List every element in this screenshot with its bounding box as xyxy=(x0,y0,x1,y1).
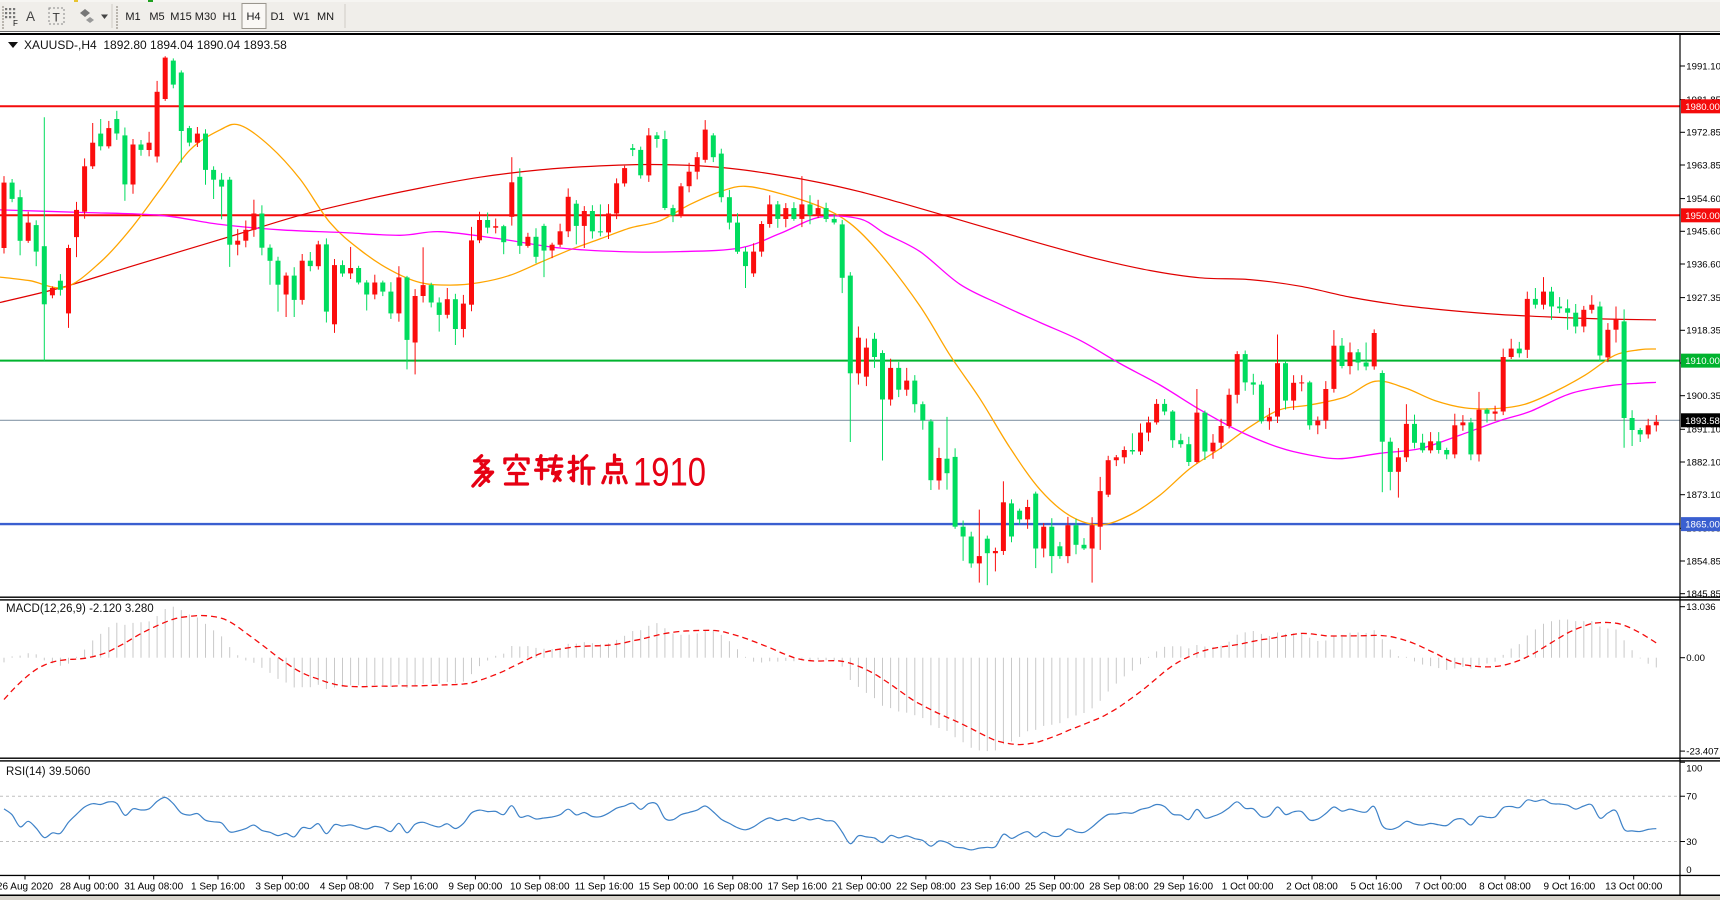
svg-text:1936.60: 1936.60 xyxy=(1686,259,1720,270)
svg-text:1873.10: 1873.10 xyxy=(1686,490,1720,501)
svg-text:1910: 1910 xyxy=(633,451,706,495)
svg-text:1 Oct 00:00: 1 Oct 00:00 xyxy=(1222,882,1274,893)
svg-text:MACD(12,26,9) -2.120 3.280: MACD(12,26,9) -2.120 3.280 xyxy=(6,603,154,615)
svg-text:0: 0 xyxy=(1686,865,1691,876)
svg-text:1980.00: 1980.00 xyxy=(1685,102,1720,113)
svg-text:1893.58: 1893.58 xyxy=(1685,416,1720,427)
svg-text:M15: M15 xyxy=(170,11,191,23)
svg-text:13 Oct 00:00: 13 Oct 00:00 xyxy=(1605,882,1663,893)
svg-text:MN: MN xyxy=(317,11,334,23)
svg-text:1882.10: 1882.10 xyxy=(1686,457,1720,468)
svg-text:1991.10: 1991.10 xyxy=(1686,61,1720,72)
svg-text:2 Oct 08:00: 2 Oct 08:00 xyxy=(1286,882,1338,893)
svg-text:F: F xyxy=(13,19,18,28)
svg-text:28 Aug 00:00: 28 Aug 00:00 xyxy=(60,882,119,893)
svg-text:23 Sep 16:00: 23 Sep 16:00 xyxy=(960,882,1020,893)
svg-text:1 Sep 16:00: 1 Sep 16:00 xyxy=(191,882,245,893)
svg-text:-23.407: -23.407 xyxy=(1686,746,1719,757)
svg-text:W1: W1 xyxy=(293,11,310,23)
svg-text:H4: H4 xyxy=(246,11,260,23)
svg-text:1900.35: 1900.35 xyxy=(1686,391,1720,402)
svg-text:M5: M5 xyxy=(149,11,164,23)
svg-text:1918.35: 1918.35 xyxy=(1686,326,1720,337)
svg-text:25 Sep 00:00: 25 Sep 00:00 xyxy=(1025,882,1085,893)
svg-text:T: T xyxy=(53,11,61,25)
svg-text:22 Sep 08:00: 22 Sep 08:00 xyxy=(896,882,956,893)
svg-text:D1: D1 xyxy=(270,11,284,23)
svg-text:M30: M30 xyxy=(195,11,216,23)
svg-text:1963.85: 1963.85 xyxy=(1686,160,1720,171)
svg-text:4 Sep 08:00: 4 Sep 08:00 xyxy=(320,882,374,893)
svg-text:H1: H1 xyxy=(222,11,236,23)
svg-text:1927.35: 1927.35 xyxy=(1686,293,1720,304)
svg-text:16 Sep 08:00: 16 Sep 08:00 xyxy=(703,882,763,893)
svg-text:1954.60: 1954.60 xyxy=(1686,194,1720,205)
svg-text:9 Oct 16:00: 9 Oct 16:00 xyxy=(1544,882,1596,893)
svg-text:8 Oct 08:00: 8 Oct 08:00 xyxy=(1479,882,1531,893)
svg-text:1865.00: 1865.00 xyxy=(1685,520,1720,531)
svg-text:31 Aug 08:00: 31 Aug 08:00 xyxy=(124,882,183,893)
svg-text:13.036: 13.036 xyxy=(1686,602,1715,613)
svg-text:10 Sep 08:00: 10 Sep 08:00 xyxy=(510,882,570,893)
svg-text:29 Sep 16:00: 29 Sep 16:00 xyxy=(1154,882,1214,893)
svg-text:7 Sep 16:00: 7 Sep 16:00 xyxy=(384,882,438,893)
svg-text:15 Sep 00:00: 15 Sep 00:00 xyxy=(639,882,699,893)
svg-text:RSI(14) 39.5060: RSI(14) 39.5060 xyxy=(6,766,90,778)
svg-text:17 Sep 16:00: 17 Sep 16:00 xyxy=(767,882,827,893)
svg-text:11 Sep 16:00: 11 Sep 16:00 xyxy=(575,882,634,893)
svg-text:1854.85: 1854.85 xyxy=(1686,556,1720,567)
svg-text:70: 70 xyxy=(1686,792,1697,803)
svg-text:0.00: 0.00 xyxy=(1686,653,1705,664)
svg-text:XAUUSD-,H4 1892.80 1894.04 18: XAUUSD-,H4 1892.80 1894.04 1890.04 1893.… xyxy=(24,38,287,52)
svg-text:30: 30 xyxy=(1686,837,1697,848)
svg-text:1972.85: 1972.85 xyxy=(1686,128,1720,139)
svg-text:7 Oct 00:00: 7 Oct 00:00 xyxy=(1415,882,1467,893)
svg-text:A: A xyxy=(26,9,35,24)
svg-text:1910.00: 1910.00 xyxy=(1685,356,1720,367)
svg-text:1950.00: 1950.00 xyxy=(1685,211,1720,222)
svg-text:1891.10: 1891.10 xyxy=(1686,425,1720,436)
svg-text:3 Sep 00:00: 3 Sep 00:00 xyxy=(255,882,309,893)
svg-text:100: 100 xyxy=(1686,764,1702,775)
svg-text:26 Aug 2020: 26 Aug 2020 xyxy=(0,882,54,893)
svg-text:1945.60: 1945.60 xyxy=(1686,227,1720,238)
svg-text:21 Sep 00:00: 21 Sep 00:00 xyxy=(832,882,892,893)
svg-text:M1: M1 xyxy=(125,11,140,23)
svg-text:1845.85: 1845.85 xyxy=(1686,589,1720,600)
svg-text:9 Sep 00:00: 9 Sep 00:00 xyxy=(448,882,502,893)
svg-text:5 Oct 16:00: 5 Oct 16:00 xyxy=(1350,882,1402,893)
svg-text:28 Sep 08:00: 28 Sep 08:00 xyxy=(1089,882,1149,893)
